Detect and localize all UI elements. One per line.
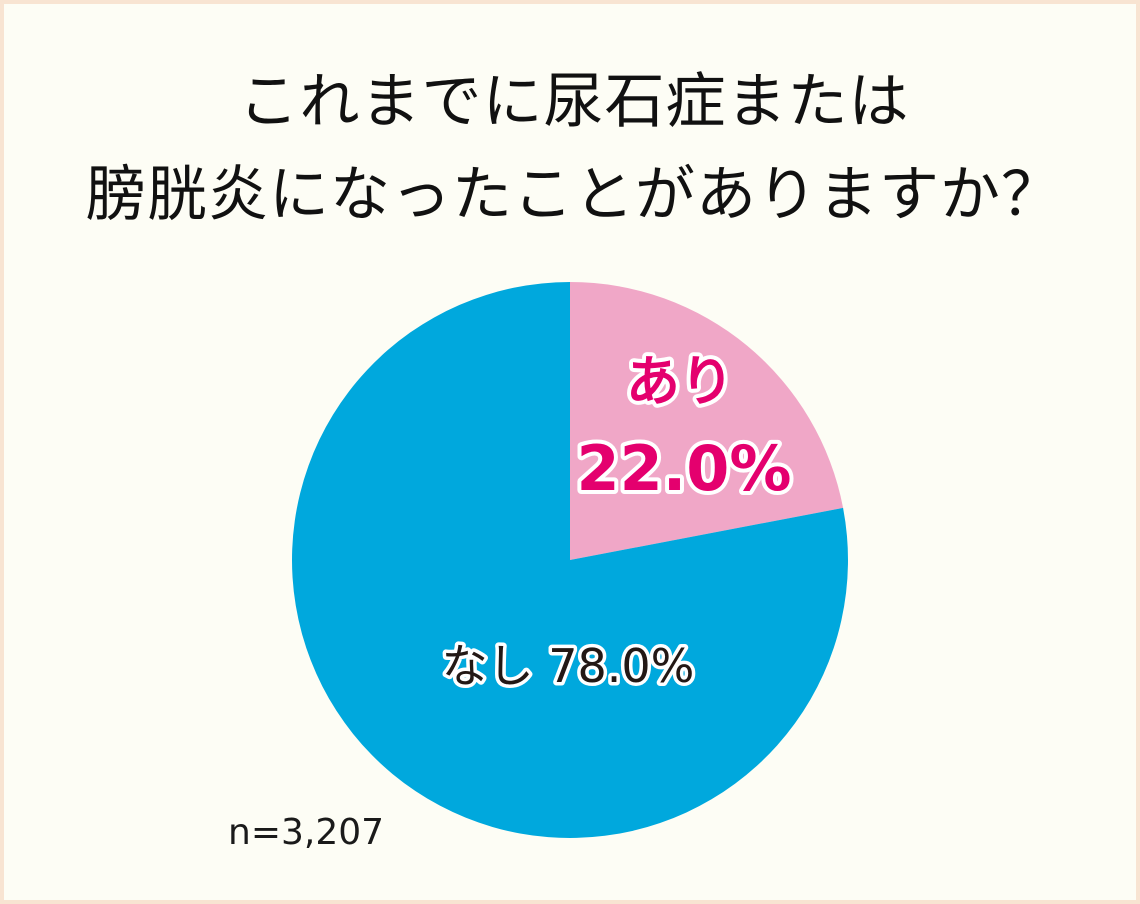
sample-size-label: n=3,207 (228, 812, 385, 853)
chart-title-line-1: これまでに尿石症または (238, 67, 910, 137)
pie-labels: あり 22.0% なし 78.0% (438, 346, 795, 697)
slice-label-ari-value: 22.0% (576, 432, 791, 505)
slice-label-nashi-name: なし (442, 639, 534, 693)
chart-title: これまでに尿石症または 膀胱炎になったことがありますか？ (4, 56, 1140, 242)
pie-slices (292, 282, 849, 838)
slice-label-ari-name: あり (626, 350, 734, 413)
chart-title-line-2: 膀胱炎になったことがありますか？ (86, 160, 1062, 230)
slice-label-nashi: なし 78.0% (442, 639, 695, 693)
slice-label-nashi-value: 78.0% (548, 639, 694, 693)
slice-label-nashi-gap (534, 639, 549, 693)
pie-slice-nashi (292, 282, 849, 838)
pie-slice-ari (570, 282, 844, 560)
